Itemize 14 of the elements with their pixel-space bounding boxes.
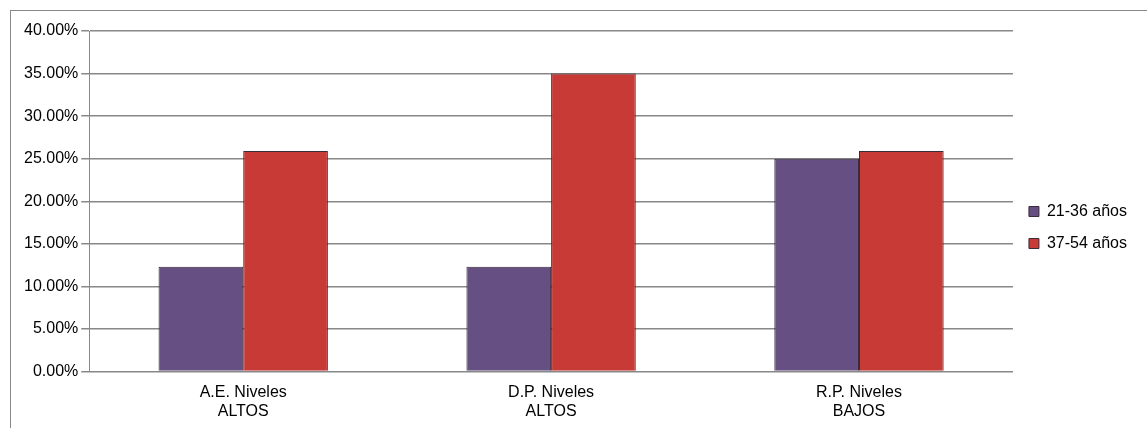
legend-label: 21-36 años [1046, 201, 1127, 219]
y-tick-label: 20.00% [24, 191, 79, 209]
x-tick-label: A.E. Niveles ALTOS [199, 382, 287, 419]
y-tick-label: 30.00% [24, 106, 79, 124]
y-tick-label: 0.00% [32, 362, 79, 380]
y-tick-label: 5.00% [32, 319, 79, 337]
y-tick-label: 35.00% [24, 63, 79, 81]
y-tick-label: 40.00% [24, 21, 79, 39]
x-tick-label: D.P. Niveles ALTOS [508, 382, 595, 419]
y-tick-label: 15.00% [24, 234, 79, 252]
y-tick-label: 10.00% [24, 276, 79, 294]
y-tick-label: 25.00% [24, 149, 79, 167]
legend-label: 37-54 años [1046, 233, 1127, 251]
x-tick-label: R.P. Niveles BAJOS [816, 382, 902, 419]
